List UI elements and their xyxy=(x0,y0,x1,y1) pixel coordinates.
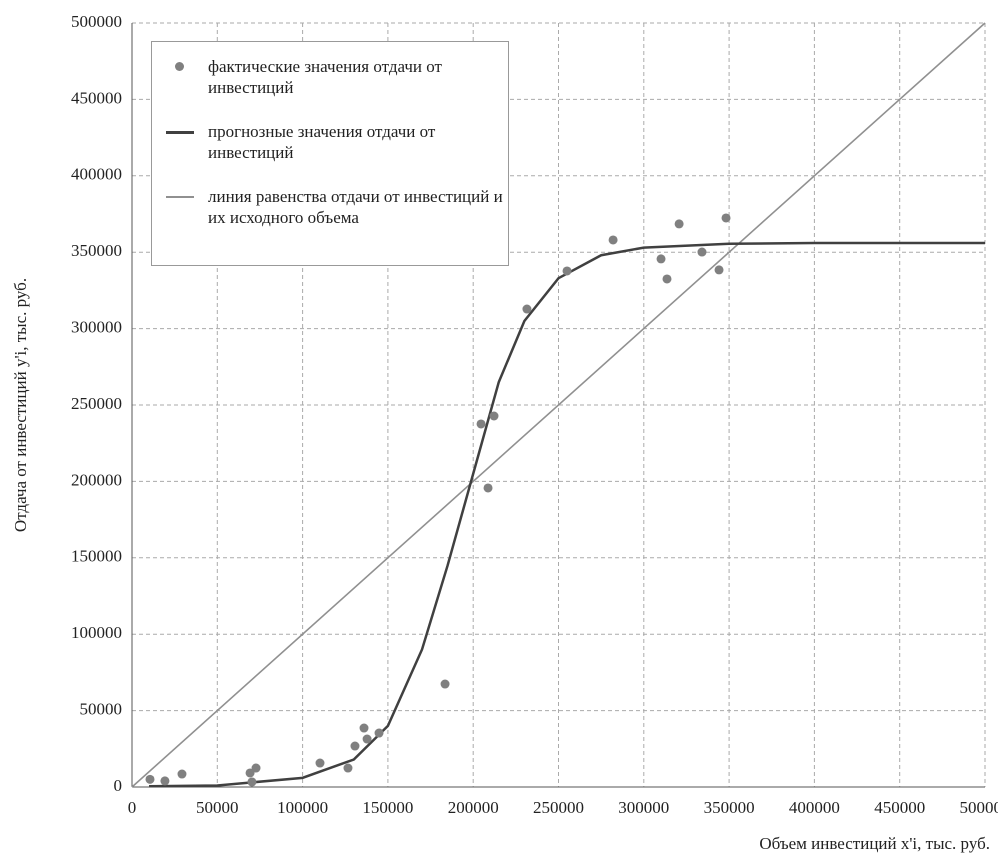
data-point xyxy=(359,723,369,733)
data-point xyxy=(662,274,672,284)
data-point xyxy=(721,213,731,223)
y-tick-label: 500000 xyxy=(71,12,122,31)
x-tick-label: 150000 xyxy=(362,798,413,817)
data-point xyxy=(656,254,666,264)
y-tick-label: 150000 xyxy=(71,547,122,566)
legend-symbol xyxy=(166,196,194,198)
y-tick-label: 400000 xyxy=(71,165,122,184)
x-tick-label: 450000 xyxy=(874,798,925,817)
data-point xyxy=(522,304,532,314)
legend-label: линия равенства отдачи от инвестиций и и… xyxy=(208,187,503,227)
y-tick-label: 300000 xyxy=(71,318,122,337)
data-point xyxy=(476,419,486,429)
data-point xyxy=(177,769,187,779)
legend-symbol xyxy=(175,62,184,71)
data-point xyxy=(247,777,257,787)
data-point xyxy=(374,728,384,738)
y-tick-label: 250000 xyxy=(71,394,122,413)
data-point xyxy=(350,741,360,751)
legend-label: прогнозные значения отдачи от инвестиций xyxy=(208,122,436,162)
x-tick-label: 250000 xyxy=(533,798,584,817)
legend-label: фактические значения отдачи от инвестици… xyxy=(208,57,442,97)
x-tick-label: 0 xyxy=(128,798,137,817)
y-tick-label: 200000 xyxy=(71,470,122,489)
data-point xyxy=(483,483,493,493)
data-point xyxy=(362,734,372,744)
y-tick-label: 100000 xyxy=(71,623,122,642)
x-tick-label: 50000 xyxy=(196,798,239,817)
data-point xyxy=(697,247,707,257)
data-point xyxy=(440,679,450,689)
legend: фактические значения отдачи от инвестици… xyxy=(151,41,509,266)
x-tick-label: 300000 xyxy=(618,798,669,817)
y-tick-label: 50000 xyxy=(80,700,123,719)
x-tick-label: 100000 xyxy=(277,798,328,817)
data-point xyxy=(160,776,170,786)
data-point xyxy=(608,235,618,245)
y-tick-label: 0 xyxy=(114,776,123,795)
x-tick-label: 500000 xyxy=(960,798,998,817)
x-tick-label: 400000 xyxy=(789,798,840,817)
line xyxy=(131,22,986,788)
data-point xyxy=(315,758,325,768)
data-point xyxy=(145,774,155,784)
y-tick-label: 350000 xyxy=(71,241,122,260)
y-tick-label: 450000 xyxy=(71,88,122,107)
x-tick-label: 350000 xyxy=(704,798,755,817)
line xyxy=(149,241,985,788)
data-point xyxy=(714,265,724,275)
x-axis-label: Объем инвестиций x'i, тыс. руб. xyxy=(759,834,990,853)
data-point xyxy=(562,266,572,276)
legend-symbol xyxy=(166,131,194,134)
x-tick-label: 200000 xyxy=(448,798,499,817)
y-axis-label: Отдача от инвестиций y'i, тыс. руб. xyxy=(11,278,30,532)
data-point xyxy=(343,763,353,773)
data-point xyxy=(245,768,255,778)
data-point xyxy=(489,411,499,421)
data-point xyxy=(674,219,684,229)
data-point xyxy=(251,763,261,773)
